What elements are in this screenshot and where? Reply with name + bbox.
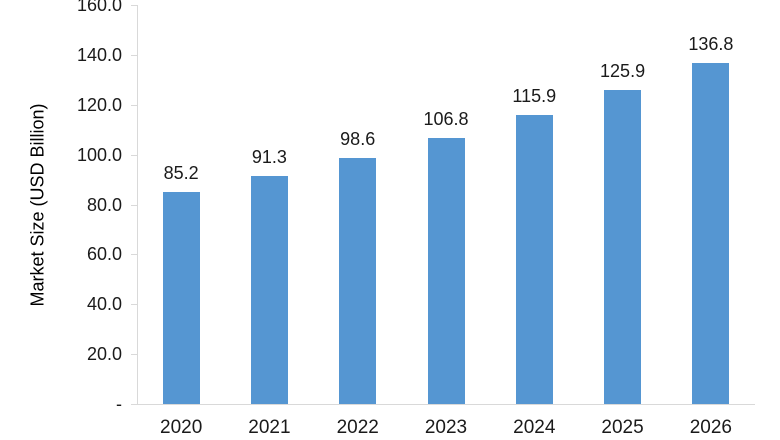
y-axis-tick xyxy=(131,404,137,405)
bar-2020 xyxy=(162,191,200,404)
y-axis-tick-label: 160.0 xyxy=(76,0,122,15)
y-axis-tick xyxy=(131,154,137,156)
bar-value-label: 85.2 xyxy=(163,162,199,183)
y-axis-tick xyxy=(131,104,137,106)
y-axis-tick xyxy=(131,204,137,206)
y-axis-tick-label: 140.0 xyxy=(76,44,122,65)
y-axis-tick-label: 20.0 xyxy=(86,344,122,365)
y-axis-tick xyxy=(131,304,137,306)
x-axis-category-label: 2021 xyxy=(248,417,291,438)
y-axis-tick-label: - xyxy=(116,394,122,414)
bar-2024 xyxy=(515,114,553,404)
y-axis-tick-label: 120.0 xyxy=(76,94,122,115)
bar-value-label: 115.9 xyxy=(512,85,557,106)
y-axis-title: Market Size (USD Billion) xyxy=(27,102,48,307)
x-axis-category-label: 2025 xyxy=(601,417,644,438)
bar-value-label: 125.9 xyxy=(600,61,646,82)
y-axis-tick xyxy=(131,54,137,56)
bar-value-label: 98.6 xyxy=(340,129,376,150)
bar-2021 xyxy=(250,176,288,404)
bar-2025 xyxy=(604,90,642,404)
x-axis-category-label: 2024 xyxy=(513,417,556,438)
y-axis-tick-label: 80.0 xyxy=(86,194,122,215)
bar-2022 xyxy=(339,158,377,404)
x-axis-category-label: 2023 xyxy=(424,417,468,438)
y-axis-tick-label: 60.0 xyxy=(86,244,122,265)
y-axis-line xyxy=(137,5,138,405)
bar-value-label: 106.8 xyxy=(423,108,469,129)
y-axis-tick xyxy=(131,354,137,356)
x-axis-category-label: 2022 xyxy=(336,417,379,438)
y-axis-tick xyxy=(131,254,137,256)
x-axis-category-label: 2026 xyxy=(689,417,732,438)
bar-2023 xyxy=(427,137,465,404)
bar-2026 xyxy=(692,62,730,404)
y-axis-tick-label: 100.0 xyxy=(76,144,122,165)
y-axis-tick xyxy=(131,5,137,6)
x-axis-line xyxy=(137,404,755,405)
bar-value-label: 136.8 xyxy=(688,33,734,54)
x-axis-category-label: 2020 xyxy=(160,417,203,438)
y-axis-tick-label: 40.0 xyxy=(86,294,122,315)
bar-value-label: 91.3 xyxy=(251,147,287,168)
